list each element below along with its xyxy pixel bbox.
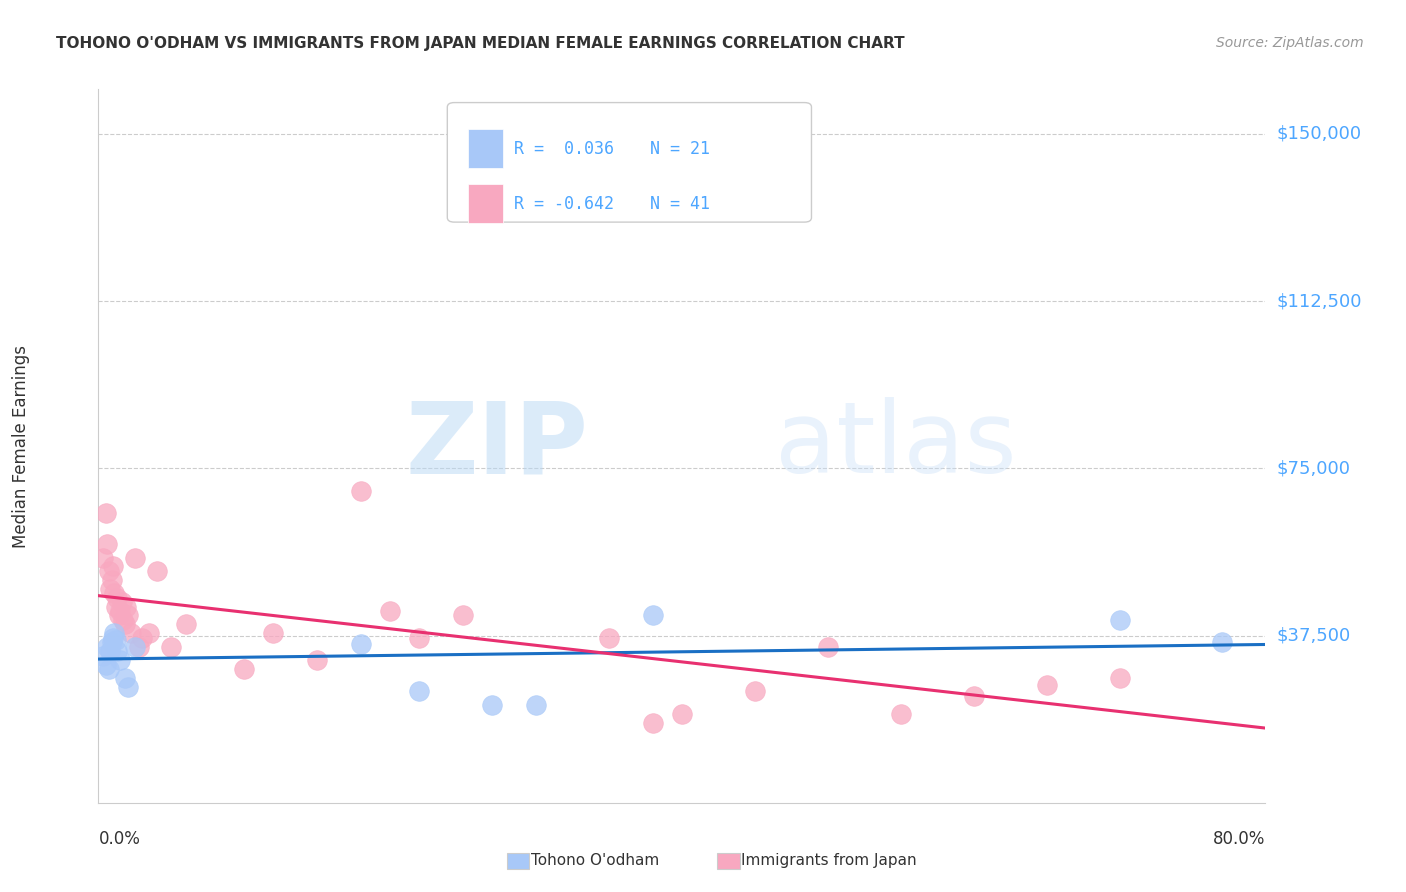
Point (100, 635, 122, 649)
Point (94, 506, 117, 520)
Text: $75,000: $75,000 (1277, 459, 1351, 477)
Point (481, 698, 503, 712)
Point (96, 537, 118, 551)
Point (1108, 671, 1130, 685)
Text: R = -0.642: R = -0.642 (513, 194, 614, 213)
Point (111, 595, 134, 609)
Point (98, 644, 121, 658)
Point (408, 684, 430, 698)
Point (114, 671, 136, 685)
Point (124, 550, 146, 565)
Point (117, 608, 139, 623)
Point (744, 684, 766, 698)
Text: Tohono O'odham: Tohono O'odham (530, 854, 659, 868)
Point (641, 715, 664, 730)
Point (378, 604, 402, 618)
Point (108, 608, 131, 623)
Point (120, 626, 142, 640)
Text: atlas: atlas (775, 398, 1017, 494)
Point (104, 633, 127, 648)
Text: Source: ZipAtlas.com: Source: ZipAtlas.com (1216, 36, 1364, 50)
Text: 80.0%: 80.0% (1213, 830, 1265, 847)
Point (138, 626, 160, 640)
Point (94, 657, 117, 672)
Point (350, 483, 373, 498)
Point (97, 662, 120, 676)
Point (104, 599, 127, 614)
Point (451, 608, 474, 623)
Point (146, 564, 169, 578)
Point (97, 564, 120, 578)
Text: Immigrants from Japan: Immigrants from Japan (741, 854, 917, 868)
Point (524, 698, 547, 712)
Point (101, 631, 124, 645)
Point (105, 591, 128, 605)
Point (1108, 613, 1130, 627)
Text: N = 41: N = 41 (651, 194, 710, 213)
Point (110, 604, 132, 618)
Point (350, 637, 373, 651)
Point (110, 653, 132, 667)
Point (307, 653, 329, 667)
Point (890, 706, 912, 721)
Text: $37,500: $37,500 (1277, 626, 1351, 645)
Point (100, 573, 122, 587)
Point (174, 617, 197, 632)
Text: ZIP: ZIP (406, 398, 589, 494)
Text: TOHONO O'ODHAM VS IMMIGRANTS FROM JAPAN MEDIAN FEMALE EARNINGS CORRELATION CHART: TOHONO O'ODHAM VS IMMIGRANTS FROM JAPAN … (56, 36, 905, 51)
Point (671, 706, 693, 721)
Point (641, 608, 664, 623)
Point (105, 644, 128, 658)
Point (817, 640, 839, 654)
Point (160, 640, 183, 654)
Point (103, 626, 125, 640)
Point (91, 648, 114, 663)
Point (1035, 678, 1057, 692)
Point (91, 550, 114, 565)
Point (128, 640, 150, 654)
Point (598, 631, 620, 645)
Point (103, 586, 125, 600)
Point (96, 640, 118, 654)
Point (124, 640, 146, 654)
Point (98, 582, 121, 596)
Text: N = 21: N = 21 (651, 139, 710, 158)
Point (262, 626, 284, 640)
Text: 0.0%: 0.0% (98, 830, 141, 847)
Point (1211, 635, 1233, 649)
Point (115, 599, 138, 614)
Point (131, 631, 153, 645)
Point (408, 631, 430, 645)
Point (117, 680, 139, 694)
Point (101, 559, 124, 574)
Point (112, 613, 135, 627)
Point (233, 662, 256, 676)
Text: $150,000: $150,000 (1277, 125, 1362, 143)
Point (114, 617, 136, 632)
Text: Median Female Earnings: Median Female Earnings (13, 344, 30, 548)
Text: R =  0.036: R = 0.036 (513, 139, 614, 158)
Point (962, 689, 984, 703)
Text: $112,500: $112,500 (1277, 292, 1362, 310)
